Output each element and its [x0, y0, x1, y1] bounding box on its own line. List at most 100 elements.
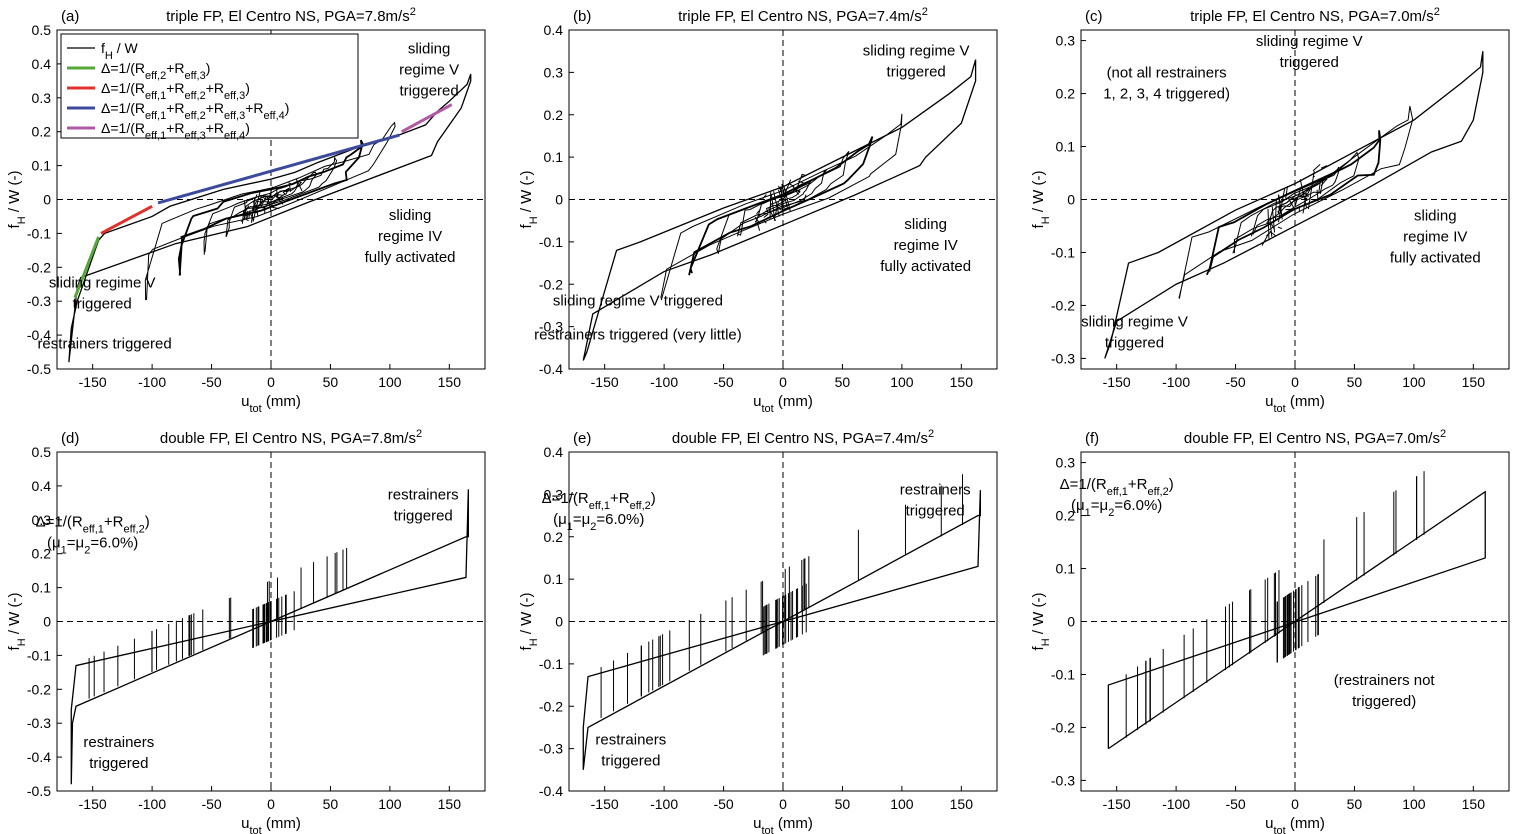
annotation: restrainers triggered: [900, 481, 971, 519]
y-axis-label: fH / W (-): [518, 171, 540, 229]
annotation: sliding regime IV fully activated: [880, 216, 971, 275]
y-axis-label: fH / W (-): [6, 171, 28, 229]
legend-entry: fH / W: [101, 40, 139, 62]
annotation: restrainers triggered: [37, 336, 171, 353]
annotation: sliding regime IV fully activated: [365, 207, 456, 266]
panel-d: -150 -100 -50 0 50 100 150 -0.5 -0.4 -0.3 -0.2 -0.1…: [6, 428, 486, 834]
center-scribble: [768, 208, 777, 221]
y-axis-label: fH / W (-): [6, 593, 28, 651]
center-scribble: [770, 194, 776, 222]
y-tick-label: -0.2: [539, 276, 563, 292]
center-scribble: [256, 199, 264, 209]
y-tick-label: 0.3: [32, 90, 52, 106]
y-tick-label: 0.2: [32, 546, 52, 562]
fit-line-3: [157, 133, 400, 205]
x-tick-label: 150: [950, 374, 974, 390]
x-tick-label: -50: [1225, 374, 1245, 390]
x-tick-label: 100: [378, 374, 402, 390]
series-line-2: [1104, 51, 1484, 359]
annotation: restrainers triggered: [595, 731, 666, 769]
center-scribble: [245, 205, 250, 211]
fit-line-4: [401, 103, 453, 134]
y-tick-label: 0.4: [544, 444, 564, 460]
x-tick-label: 150: [1462, 374, 1486, 390]
series-line-5: [1107, 490, 1486, 750]
annotation: Δ=1/(Reff,1+Reff,2) (μ1=μ2=6.0%): [1060, 476, 1174, 519]
center-scribble: [1271, 206, 1276, 233]
center-scribble: [1294, 187, 1302, 206]
legend-entry: Δ=1/(Reff,1+Reff,3+Reff,4): [101, 120, 250, 142]
y-tick-label: -0.1: [1051, 666, 1075, 682]
y-tick-label: -0.5: [27, 361, 51, 377]
y-tick-label: -0.4: [27, 327, 51, 343]
annotation: Δ=1/(Reff,1+Reff,2) (μ1=μ2=6.0%): [36, 514, 150, 557]
center-scribble: [1316, 189, 1319, 203]
y-tick-label: -0.3: [539, 319, 563, 335]
data-group: [68, 73, 472, 363]
y-tick-label: 0.2: [1056, 508, 1076, 524]
center-scribble: [1320, 178, 1328, 187]
y-tick-label: 0.2: [544, 529, 564, 545]
x-tick-label: -100: [650, 374, 678, 390]
y-tick-label: 0.2: [544, 107, 564, 123]
center-scribble: [1267, 208, 1270, 241]
y-tick-label: 0.4: [32, 478, 52, 494]
annotation: sliding regime V triggered: [553, 292, 723, 309]
panel-letter: (b): [573, 8, 591, 25]
center-scribble: [260, 196, 269, 201]
y-tick-label: 0: [555, 614, 563, 630]
x-axis-label: utot (mm): [241, 393, 301, 415]
y-tick-label: 0.1: [32, 158, 52, 174]
center-scribble: [1319, 191, 1322, 195]
center-scribble: [250, 197, 256, 223]
y-tick-label: -0.4: [539, 361, 563, 377]
center-scribble: [281, 186, 287, 189]
y-tick-label: -0.2: [1051, 297, 1075, 313]
y-tick-label: 0.1: [544, 571, 564, 587]
center-scribble: [762, 194, 767, 200]
x-axis-label: utot (mm): [753, 815, 813, 834]
x-tick-label: -100: [138, 374, 166, 390]
panel-e: -150 -100 -50 0 50 100 150 -0.4 -0.3 -0.2 -0.1 0 0.1…: [518, 428, 998, 834]
inner-loop: [688, 136, 874, 276]
y-tick-label: 0: [1067, 192, 1075, 208]
x-axis-label: utot (mm): [753, 393, 813, 415]
center-scribble: [295, 178, 303, 192]
center-scribble: [277, 198, 284, 205]
y-tick-label: -0.5: [27, 783, 51, 799]
center-scribble: [1302, 192, 1307, 214]
x-tick-label: 0: [779, 796, 787, 812]
y-tick-label: 0: [555, 192, 563, 208]
center-scribble: [266, 195, 272, 211]
y-tick-label: 0.4: [544, 22, 564, 38]
center-scribble: [776, 205, 782, 211]
data-group: [582, 474, 982, 770]
y-tick-label: 0.1: [1056, 561, 1076, 577]
y-tick-label: -0.3: [1051, 350, 1075, 366]
legend-entry: Δ=1/(Reff,1+Reff,2+Reff,3+Reff,4): [101, 100, 289, 122]
center-scribble: [1278, 195, 1283, 220]
x-tick-label: 50: [323, 374, 339, 390]
center-scribble: [763, 219, 767, 224]
y-axis-label: fH / W (-): [1030, 171, 1052, 229]
inner-loop: [1250, 166, 1340, 237]
center-scribble: [781, 183, 789, 210]
data-group: [1107, 471, 1486, 750]
series-line-3: [70, 489, 470, 785]
center-scribble: [782, 207, 790, 210]
x-tick-label: -100: [1162, 374, 1190, 390]
x-tick-label: -150: [1103, 374, 1131, 390]
x-tick-label: 100: [890, 796, 914, 812]
center-scribble: [1307, 170, 1315, 210]
x-tick-label: -150: [591, 374, 619, 390]
x-axis-label: utot (mm): [1265, 815, 1325, 834]
center-scribble: [756, 221, 761, 231]
center-scribble: [1299, 179, 1308, 209]
y-tick-label: -0.1: [27, 225, 51, 241]
x-tick-label: -100: [1162, 796, 1190, 812]
panel-letter: (e): [573, 430, 591, 447]
center-scribble: [1312, 163, 1321, 172]
x-tick-label: -50: [713, 796, 733, 812]
